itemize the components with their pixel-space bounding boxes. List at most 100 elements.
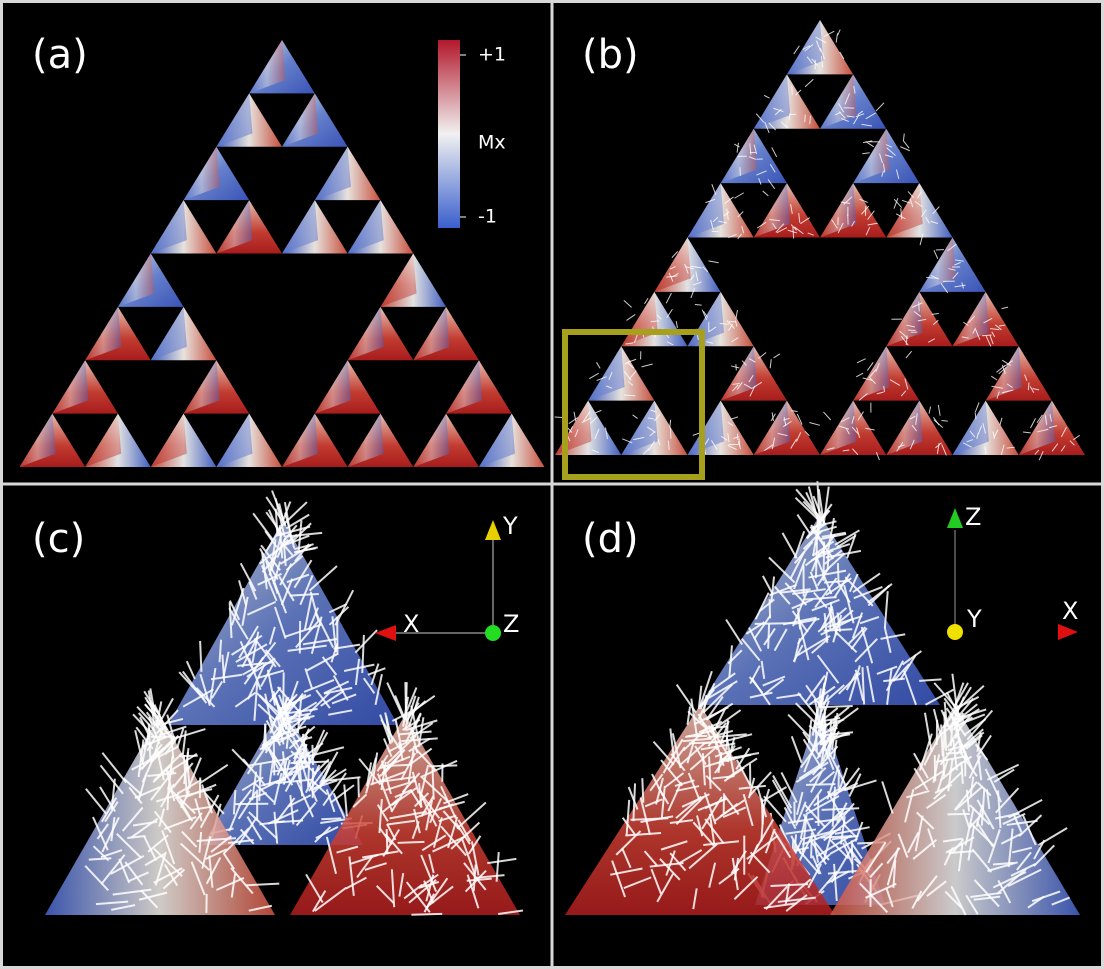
spin-arrow	[1001, 364, 1006, 374]
spin-arrow	[935, 442, 942, 449]
spin-arrow	[909, 415, 916, 420]
spin-arrow	[772, 774, 793, 809]
spin-arrow	[671, 733, 682, 769]
spin-arrow	[731, 384, 739, 392]
spin-arrow	[815, 40, 822, 52]
spin-arrow	[407, 747, 415, 783]
spin-arrow	[305, 873, 324, 904]
spin-arrow	[859, 882, 889, 913]
spin-arrow	[795, 846, 821, 875]
spin-arrow	[128, 786, 143, 805]
spin-arrow	[819, 706, 850, 732]
spin-arrow	[703, 311, 709, 318]
spin-arrow	[294, 543, 310, 563]
pyramid-face	[621, 400, 658, 455]
spin-arrow	[641, 363, 653, 368]
spin-arrow	[837, 767, 849, 792]
spin-arrow	[854, 821, 864, 842]
spin-arrow	[228, 839, 254, 845]
spin-arrow	[647, 426, 656, 433]
spin-arrow	[104, 801, 119, 823]
spin-arrow	[312, 890, 327, 913]
spin-arrow	[857, 411, 864, 421]
spin-arrow	[977, 781, 992, 797]
spin-arrow	[925, 217, 930, 224]
spin-arrow	[724, 196, 734, 204]
spin-arrow	[737, 441, 742, 450]
spin-arrow	[235, 643, 268, 663]
spin-arrow	[765, 885, 788, 910]
spin-arrow	[859, 198, 868, 203]
spin-arrow	[880, 633, 906, 640]
spin-arrow	[376, 885, 395, 904]
spin-arrow	[374, 674, 383, 706]
spin-arrow	[789, 551, 806, 580]
spin-arrow	[830, 848, 853, 883]
pyramid-face	[150, 200, 187, 254]
spin-arrow	[885, 887, 894, 908]
spin-arrow	[951, 696, 966, 725]
spin-arrow	[1029, 386, 1035, 393]
spin-arrow	[954, 259, 964, 262]
spin-arrow	[257, 669, 285, 679]
spin-arrow	[933, 249, 939, 259]
spin-arrow	[690, 274, 695, 281]
spin-arrow	[627, 358, 637, 364]
spin-arrow	[901, 199, 911, 204]
spin-arrow	[932, 319, 939, 326]
spin-arrow	[667, 746, 686, 771]
spin-arrow	[913, 767, 929, 791]
spin-arrow	[773, 585, 791, 605]
pyramid-face	[183, 146, 220, 201]
pyramid-face	[347, 413, 384, 467]
spin-arrow	[273, 713, 291, 735]
spin-arrow	[211, 680, 224, 699]
spin-arrow	[899, 330, 909, 340]
spin-arrow	[345, 876, 367, 890]
spin-arrow	[903, 670, 917, 706]
spin-arrow	[198, 763, 229, 785]
pyramid-face	[446, 360, 483, 414]
spin-arrow	[860, 626, 874, 664]
spin-arrow	[813, 842, 820, 863]
spin-arrow	[818, 734, 835, 771]
panel-label: (d)	[582, 516, 639, 562]
spin-arrow	[287, 644, 327, 652]
spin-arrow	[865, 427, 875, 431]
spin-arrow	[245, 882, 280, 887]
spin-arrow	[730, 365, 740, 369]
spin-arrow	[827, 707, 859, 732]
spin-arrow	[1000, 444, 1005, 455]
spin-arrow	[686, 706, 692, 725]
spin-arrow	[866, 362, 874, 371]
spin-arrow	[379, 776, 415, 783]
spin-arrow	[718, 220, 728, 224]
spin-arrow	[886, 847, 901, 865]
spin-arrow	[750, 677, 771, 706]
spin-arrow	[690, 698, 698, 736]
spin-arrow	[732, 382, 740, 385]
spin-arrow	[160, 783, 175, 808]
spin-arrow	[893, 198, 899, 209]
spin-arrow	[783, 417, 787, 426]
spin-arrow	[975, 805, 984, 828]
spin-arrow	[839, 51, 845, 60]
spin-arrow	[713, 733, 747, 739]
spin-arrow	[919, 233, 924, 246]
spin-arrow	[159, 725, 187, 737]
spin-arrow	[867, 222, 878, 226]
pyramid-face	[216, 413, 253, 467]
spin-arrow	[957, 843, 964, 872]
spin-arrow	[416, 803, 454, 819]
spin-arrow	[905, 350, 913, 359]
spin-arrow	[989, 328, 1000, 331]
spin-arrow	[926, 880, 947, 897]
spin-arrow	[906, 324, 916, 328]
spin-arrow	[951, 708, 987, 722]
spin-arrow	[834, 826, 870, 835]
spin-arrow	[690, 265, 702, 269]
spin-arrow	[268, 626, 276, 645]
spin-arrow	[675, 321, 678, 329]
spin-arrow	[932, 206, 940, 215]
spin-arrow	[349, 853, 379, 865]
